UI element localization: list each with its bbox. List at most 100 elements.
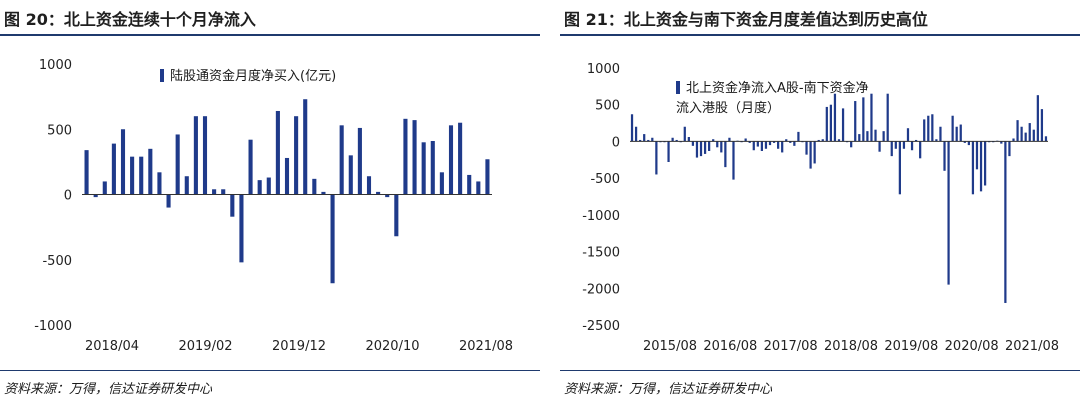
y-tick-label: -2500 (582, 319, 620, 334)
bar (866, 131, 869, 142)
bar (248, 139, 253, 195)
bar (1008, 141, 1011, 157)
bar-chart-right: 1000 500 0 -500 -1000 -1500 -2000 -2500 2015/08 2… (582, 62, 1059, 354)
bar (485, 159, 490, 195)
bar (1020, 126, 1023, 142)
bar (821, 139, 824, 142)
bar (760, 141, 764, 151)
bar (430, 141, 435, 195)
bar (805, 141, 808, 155)
bar (458, 122, 463, 195)
legend-label: 陆股通资金月度净买入(亿元) (170, 68, 336, 84)
y-tick-label: -500 (42, 254, 72, 269)
bar (120, 129, 126, 195)
bar (695, 141, 699, 158)
y-tick-label: 500 (47, 123, 72, 138)
bar (789, 141, 792, 143)
x-tick-label: 2019/08 (884, 339, 938, 354)
bar (275, 110, 280, 195)
bar (294, 116, 299, 195)
legend-swatch (160, 69, 164, 82)
y-tick-label: 1000 (39, 58, 72, 73)
bar (813, 141, 816, 164)
bar (139, 156, 144, 195)
bar (708, 141, 711, 151)
bar (927, 115, 930, 142)
bar (732, 141, 735, 180)
bar (476, 181, 481, 195)
bar (882, 131, 885, 142)
bar (202, 116, 208, 195)
bar (947, 141, 950, 285)
bar (1044, 136, 1048, 142)
bar (1028, 123, 1031, 142)
bar (797, 131, 800, 142)
bar (959, 124, 962, 142)
bar (744, 138, 747, 142)
bar (175, 134, 180, 195)
bar (764, 141, 768, 149)
bottom-rule (560, 370, 1080, 371)
bar (647, 139, 650, 142)
bar (943, 141, 946, 171)
x-tick-label: 2020/08 (945, 339, 999, 354)
bar (655, 141, 658, 175)
bar (951, 115, 954, 142)
bar (817, 139, 820, 142)
bar (748, 141, 751, 143)
bar (971, 141, 975, 195)
bar (829, 104, 832, 142)
source-note: 资料来源：万得，信达证券研发中心 (4, 382, 213, 397)
y-tick-label: -2000 (582, 282, 620, 297)
bar (967, 141, 970, 146)
title-rule (0, 34, 540, 36)
bar (639, 139, 642, 142)
bar (643, 134, 646, 142)
source-note: 资料来源：万得，信达证券研发中心 (564, 382, 773, 397)
x-tick-label: 2017/08 (764, 339, 818, 354)
bar (412, 120, 417, 195)
y-tick-label: -1000 (582, 209, 620, 224)
bar (1012, 138, 1015, 142)
figure-title: 图 20：北上资金连续十个月净流入 (4, 10, 256, 29)
bar (111, 143, 116, 195)
right-panel: 图 21：北上资金与南下资金月度差值达到历史高位 1000 500 0 -500 -10… (560, 0, 1080, 404)
bar (84, 150, 89, 195)
bar (923, 119, 926, 142)
bar (772, 141, 776, 143)
legend-label: 流入港股（月度） (676, 100, 780, 116)
bottom-rule (0, 370, 540, 371)
left-panel: 图 20：北上资金连续十个月净流入 1000 500 0 -500 -1000 2018/… (0, 10, 540, 397)
bar (906, 128, 910, 142)
bar (939, 126, 942, 142)
bar (728, 137, 731, 142)
bar (230, 194, 235, 217)
bar (724, 141, 727, 168)
bar (376, 191, 381, 195)
bar (467, 174, 472, 195)
bar (841, 108, 845, 142)
bar (793, 141, 796, 146)
legend-swatch (676, 81, 680, 94)
bar (910, 141, 914, 151)
bar (130, 156, 135, 195)
bar (785, 139, 788, 142)
bar-chart-left: 1000 500 0 -500 -1000 2018/04 2019/02 2019/12 20… (34, 58, 513, 354)
x-tick-label: 2019/12 (272, 339, 326, 354)
bar (1032, 129, 1035, 142)
bar (687, 137, 690, 142)
bar (712, 139, 715, 142)
x-tick-label: 2019/02 (178, 339, 232, 354)
bar (1016, 120, 1019, 142)
bar (854, 101, 857, 142)
bar (703, 141, 707, 154)
title-rule (560, 34, 1080, 36)
y-tick-label: 0 (612, 135, 620, 150)
bar (850, 141, 853, 148)
bar (651, 137, 654, 142)
bar (1036, 95, 1039, 142)
figure-title: 图 21：北上资金与南下资金月度差值达到历史高位 (564, 10, 928, 29)
bar (266, 177, 271, 195)
bar (1004, 141, 1007, 303)
bar (634, 126, 638, 142)
